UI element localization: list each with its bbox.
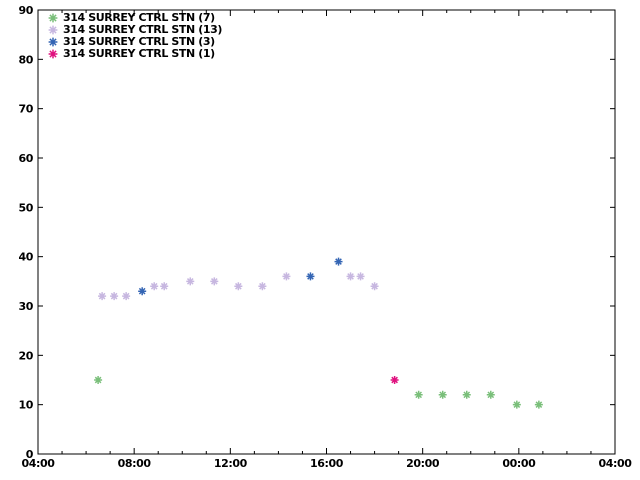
data-point-marker xyxy=(282,272,291,281)
data-point-marker xyxy=(462,390,471,399)
data-point-marker xyxy=(186,277,195,286)
legend-entry: 314 SURREY CTRL STN (13) xyxy=(47,24,222,36)
data-point-marker xyxy=(160,282,169,291)
data-point-marker xyxy=(334,257,343,266)
y-tick-label: 90 xyxy=(18,4,33,17)
asterisk-marker-icon xyxy=(48,49,58,59)
data-point-marker xyxy=(234,282,243,291)
y-tick-label: 60 xyxy=(18,152,33,165)
data-point-marker xyxy=(356,272,365,281)
data-point-marker xyxy=(534,400,543,409)
legend: 314 SURREY CTRL STN (7) 314 SURREY CTRL … xyxy=(47,12,222,60)
legend-label: 314 SURREY CTRL STN (13) xyxy=(63,23,223,36)
data-point-marker xyxy=(370,282,379,291)
data-point-marker xyxy=(122,292,131,301)
data-point-marker xyxy=(210,277,219,286)
data-point-marker xyxy=(306,272,315,281)
data-point-marker xyxy=(414,390,423,399)
x-tick-label: 00:00 xyxy=(502,457,536,470)
data-point-marker xyxy=(438,390,447,399)
legend-entry: 314 SURREY CTRL STN (1) xyxy=(47,48,222,60)
asterisk-marker-icon xyxy=(48,13,58,23)
x-tick-label: 04:00 xyxy=(598,457,632,470)
y-tick-label: 70 xyxy=(18,103,33,116)
x-tick-label: 08:00 xyxy=(118,457,152,470)
data-point-marker xyxy=(258,282,267,291)
y-tick-label: 30 xyxy=(18,300,33,313)
y-tick-label: 40 xyxy=(18,251,33,264)
x-tick-label: 12:00 xyxy=(214,457,248,470)
data-point-marker xyxy=(512,400,521,409)
legend-label: 314 SURREY CTRL STN (3) xyxy=(63,35,215,48)
legend-label: 314 SURREY CTRL STN (7) xyxy=(63,11,215,24)
data-point-marker xyxy=(110,292,119,301)
asterisk-marker-icon xyxy=(48,25,58,35)
x-tick-label: 20:00 xyxy=(406,457,440,470)
data-point-marker xyxy=(346,272,355,281)
plot-border xyxy=(37,9,616,455)
data-point-marker xyxy=(138,287,147,296)
y-tick-label: 80 xyxy=(18,53,33,66)
legend-label: 314 SURREY CTRL STN (1) xyxy=(63,47,215,60)
x-tick-label: 04:00 xyxy=(21,457,55,470)
legend-entry: 314 SURREY CTRL STN (3) xyxy=(47,36,222,48)
data-point-marker xyxy=(94,376,103,384)
data-point-marker xyxy=(98,292,107,301)
data-point-marker xyxy=(390,376,399,384)
asterisk-marker-icon xyxy=(48,37,58,47)
y-tick-label: 0 xyxy=(26,448,34,461)
data-point-marker xyxy=(486,390,495,399)
legend-entry: 314 SURREY CTRL STN (7) xyxy=(47,12,222,24)
y-tick-label: 50 xyxy=(18,201,33,214)
data-point-marker xyxy=(150,282,159,291)
x-tick-label: 16:00 xyxy=(310,457,344,470)
y-tick-label: 10 xyxy=(18,399,33,412)
y-tick-label: 20 xyxy=(18,349,33,362)
